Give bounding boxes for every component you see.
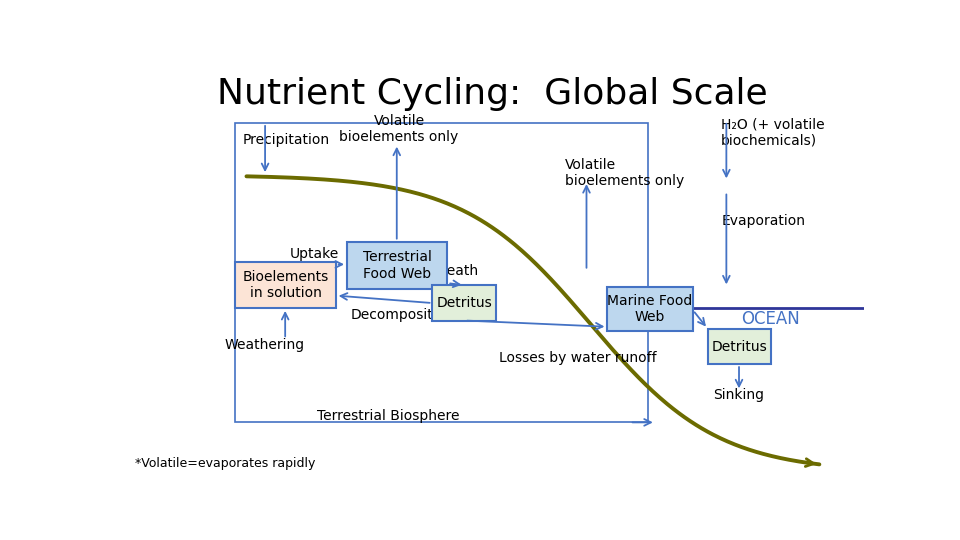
Text: Marine Food
Web: Marine Food Web [608, 294, 693, 324]
Text: Volatile
bioelements only: Volatile bioelements only [564, 158, 684, 188]
Text: H₂O (+ volatile
biochemicals): H₂O (+ volatile biochemicals) [721, 117, 825, 147]
Text: OCEAN: OCEAN [741, 310, 800, 328]
FancyBboxPatch shape [608, 287, 693, 331]
Text: Nutrient Cycling:  Global Scale: Nutrient Cycling: Global Scale [217, 77, 767, 111]
Text: Losses by water runoff: Losses by water runoff [499, 351, 657, 365]
Text: Decomposition: Decomposition [350, 308, 454, 322]
Text: Detritus: Detritus [711, 340, 767, 354]
Text: *Volatile=evaporates rapidly: *Volatile=evaporates rapidly [134, 457, 315, 470]
Text: Uptake: Uptake [290, 247, 339, 261]
Text: Terrestrial
Food Web: Terrestrial Food Web [363, 251, 432, 280]
Text: Weathering: Weathering [225, 339, 305, 353]
Text: Evaporation: Evaporation [721, 214, 805, 228]
FancyBboxPatch shape [347, 241, 447, 289]
Text: Terrestrial Biosphere: Terrestrial Biosphere [317, 409, 460, 423]
FancyBboxPatch shape [432, 285, 495, 321]
Text: Death: Death [436, 264, 478, 278]
Text: Volatile
bioelements only: Volatile bioelements only [340, 114, 459, 144]
FancyBboxPatch shape [708, 329, 771, 364]
Bar [235, 123, 648, 422]
Text: Detritus: Detritus [436, 296, 492, 310]
Text: Sinking: Sinking [713, 388, 764, 402]
FancyBboxPatch shape [235, 262, 336, 308]
Text: Precipitation: Precipitation [243, 133, 330, 147]
Text: Bioelements
in solution: Bioelements in solution [243, 270, 328, 300]
